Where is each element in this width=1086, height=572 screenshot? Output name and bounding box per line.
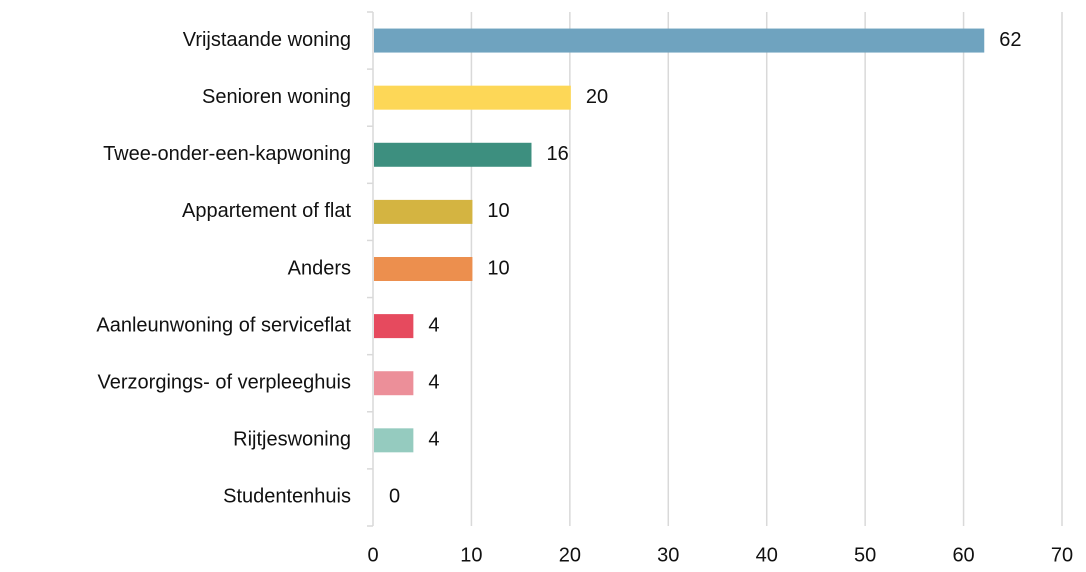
bar [374,85,571,110]
x-tick-label: 60 [952,544,974,566]
x-tick-label: 20 [559,544,581,566]
value-label: 10 [487,257,509,279]
y-tick-label: Aanleunwoning of serviceflat [96,314,351,336]
value-label: 0 [389,486,400,508]
bar [374,428,414,453]
y-tick-label: Appartement of flat [182,200,351,222]
value-label: 62 [999,29,1021,51]
x-tick-label: 30 [657,544,679,566]
bar [374,142,532,167]
value-label: 4 [428,372,439,394]
y-tick-label: Senioren woning [202,86,351,108]
x-tick-label: 0 [367,544,378,566]
bar [374,314,414,339]
value-label: 16 [546,143,568,165]
y-tick-label: Rijtjeswoning [233,429,351,451]
y-tick-label: Studentenhuis [223,486,351,508]
y-tick-label: Twee-onder-een-kapwoning [103,143,351,165]
x-tick-label: 40 [756,544,778,566]
value-label: 20 [586,86,608,108]
x-tick-label: 50 [854,544,876,566]
bar [374,199,473,224]
y-tick-label: Anders [288,257,351,279]
bar [374,28,985,53]
bar [374,371,414,396]
value-label: 4 [428,314,439,336]
x-tick-label: 70 [1051,544,1073,566]
y-tick-label: Verzorgings- of verpleeghuis [98,372,351,394]
x-tick-label: 10 [460,544,482,566]
y-tick-label: Vrijstaande woning [183,29,351,51]
value-label: 4 [428,429,439,451]
bar [374,257,473,281]
value-label: 10 [487,200,509,222]
